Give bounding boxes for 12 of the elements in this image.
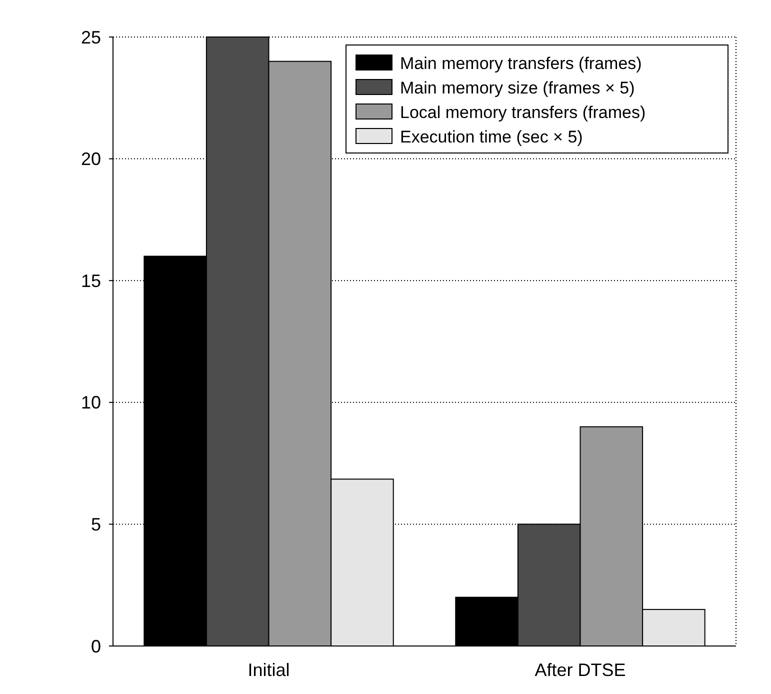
y-tick-label: 25 [80, 27, 101, 48]
y-tick-label: 0 [90, 636, 101, 656]
legend-label: Local memory transfers (frames) [400, 102, 646, 122]
legend-label: Main memory transfers (frames) [400, 54, 642, 73]
legend-label: Execution time (sec × 5) [400, 127, 583, 146]
y-tick-label: 10 [80, 392, 101, 413]
legend-label: Main memory size (frames × 5) [400, 78, 635, 98]
x-tick-label: After DTSE [534, 660, 626, 680]
y-tick-label: 20 [80, 149, 101, 170]
y-tick-label: 5 [90, 514, 101, 534]
x-tick-label: Initial [248, 660, 290, 680]
y-tick-label: 15 [80, 270, 101, 291]
